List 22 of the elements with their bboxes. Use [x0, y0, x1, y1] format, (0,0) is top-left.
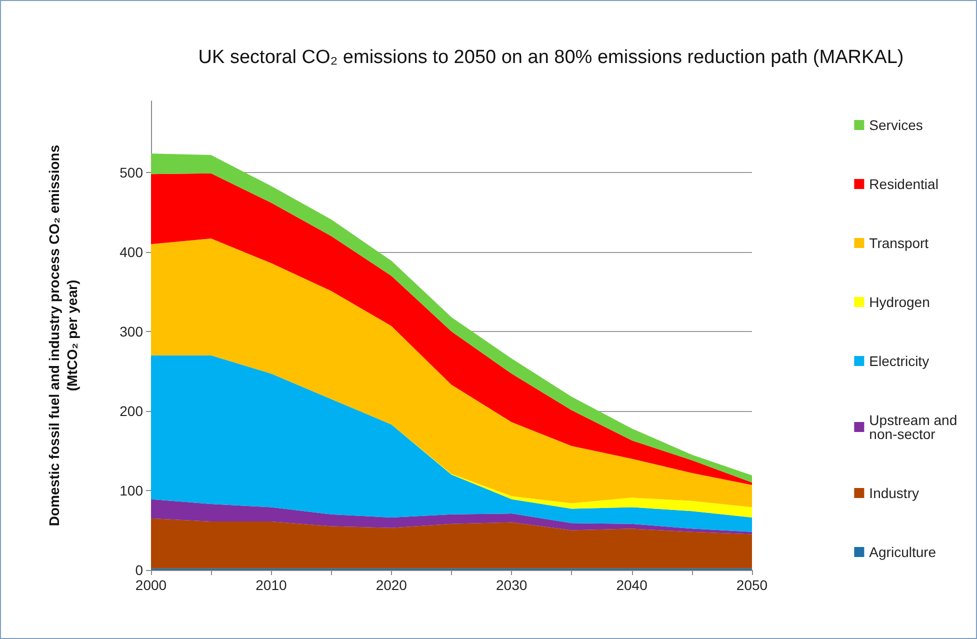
legend-label: Industry	[869, 485, 919, 501]
y-tick-label: 300	[120, 324, 144, 340]
x-tick-label: 2000	[135, 577, 167, 593]
legend-label: Residential	[869, 176, 938, 192]
x-tick-label: 2020	[376, 577, 408, 593]
y-tick-label: 400	[120, 244, 144, 260]
y-axis-title: Domestic fossil fuel and industry process CO₂ emissions (MtCO₂ per year)	[46, 144, 80, 526]
legend-label: Electricity	[869, 353, 930, 369]
legend-label: Agriculture	[869, 544, 936, 560]
y-tick-label: 500	[120, 164, 144, 181]
legend-label: Hydrogen	[869, 294, 930, 310]
y-tick-label: 200	[120, 403, 144, 420]
legend-label: Upstream and non-sector	[869, 412, 962, 442]
legend-label: Services	[869, 117, 923, 133]
legend-label: Transport	[869, 235, 929, 251]
x-tick-label: 2050	[736, 577, 768, 593]
x-tick-label: 2010	[256, 577, 287, 593]
y-tick-label: 100	[120, 482, 144, 499]
x-tick-label: 2040	[616, 577, 648, 593]
x-tick-label: 2030	[496, 577, 528, 593]
chart-title: UK sectoral CO₂ emissions to 2050 on an 80% emissions reduction path (MARKAL)	[198, 47, 904, 68]
y-tick-label: 0	[135, 562, 144, 578]
